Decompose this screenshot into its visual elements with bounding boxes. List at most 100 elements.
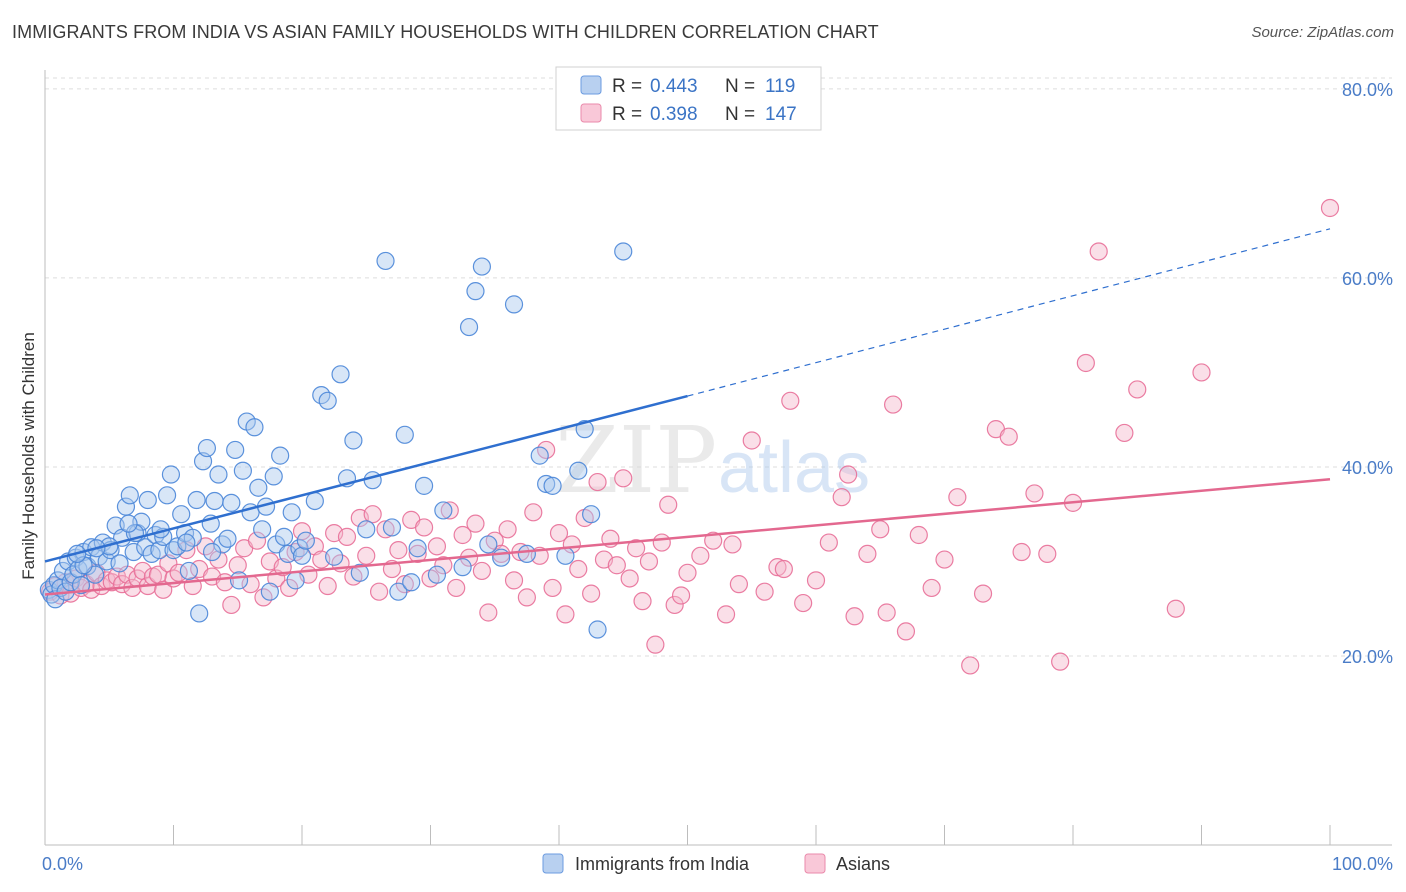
india-point xyxy=(177,533,196,552)
asians-point xyxy=(781,391,800,410)
india-point xyxy=(466,282,485,301)
asians-point xyxy=(877,603,896,622)
asians-point xyxy=(909,525,928,545)
legend-r-value-asians: 0.398 xyxy=(650,104,698,125)
india-point xyxy=(274,527,294,546)
chart-title: IMMIGRANTS FROM INDIA VS ASIAN FAMILY HO… xyxy=(12,22,879,42)
asians-point xyxy=(678,563,697,582)
india-point xyxy=(530,446,549,465)
asians-point xyxy=(607,556,626,575)
asians-point xyxy=(755,582,774,601)
asians-point xyxy=(447,578,466,598)
india-point xyxy=(226,440,245,460)
asians-point xyxy=(614,469,633,488)
asians-point xyxy=(999,427,1018,446)
asians-point xyxy=(569,559,588,579)
asians-point xyxy=(453,525,472,545)
asians-point xyxy=(517,588,536,607)
asians-point xyxy=(716,605,736,624)
asians-point xyxy=(774,559,793,579)
axes xyxy=(44,70,1392,846)
y-tick-label: 40.0% xyxy=(1342,458,1393,478)
legend-n-label-india: N = xyxy=(725,76,755,97)
india-point xyxy=(350,563,369,582)
asians-point xyxy=(652,533,671,552)
legend-label-india: Immigrants from India xyxy=(575,854,750,874)
asians-point xyxy=(794,593,813,613)
india-point xyxy=(588,620,607,639)
asians-point xyxy=(871,520,890,539)
stats-legend: R = 0.443 N = 119 R = 0.398 N = 147 xyxy=(555,66,822,131)
asians-point xyxy=(742,431,761,450)
india-point xyxy=(205,491,224,511)
asians-point xyxy=(1012,542,1031,562)
india-point xyxy=(517,544,536,564)
india-point xyxy=(325,547,344,566)
asians-point xyxy=(1089,242,1108,261)
gridlines xyxy=(45,77,1392,657)
asians-point xyxy=(549,524,569,543)
india-point xyxy=(278,544,297,564)
india-point xyxy=(569,461,588,480)
india-point xyxy=(427,565,447,584)
y-tick-label: 80.0% xyxy=(1342,80,1393,100)
asians-point xyxy=(858,544,877,564)
india-point xyxy=(119,514,138,533)
asians-point xyxy=(395,575,414,594)
legend-n-value-asians: 147 xyxy=(765,104,797,125)
india-point xyxy=(472,257,491,276)
x-tick-label-max: 100.0% xyxy=(1332,854,1393,874)
asians-point xyxy=(1038,544,1057,564)
india-point xyxy=(389,582,408,601)
india-point xyxy=(582,505,601,524)
asians-point xyxy=(357,546,376,565)
source-credit: Source: ZipAtlas.com xyxy=(1251,24,1394,41)
asians-point xyxy=(1320,198,1340,218)
asians-point xyxy=(479,603,498,622)
asians-point xyxy=(1128,380,1147,399)
asians-point xyxy=(671,586,691,605)
india-point xyxy=(318,391,337,410)
bottom-swatch-asians xyxy=(804,853,826,874)
india-point xyxy=(402,573,421,592)
asians-point xyxy=(806,571,826,590)
asians-point xyxy=(498,520,517,539)
india-point xyxy=(245,418,264,437)
asians-point xyxy=(370,582,389,601)
asians-point xyxy=(935,550,954,569)
asians-point xyxy=(832,488,851,507)
india-point xyxy=(136,538,155,557)
india-point xyxy=(556,546,575,565)
india-point xyxy=(209,465,228,484)
india-point xyxy=(363,471,382,490)
asians-point xyxy=(691,546,710,565)
india-point xyxy=(124,542,143,562)
india-point xyxy=(459,317,479,337)
asians-point xyxy=(819,533,838,552)
india-point xyxy=(197,438,217,458)
asians-point xyxy=(318,576,337,596)
india-point xyxy=(434,501,453,520)
india-point xyxy=(213,535,232,554)
watermark-zip: ZIP xyxy=(555,407,717,514)
legend-r-label-asians: R = xyxy=(612,104,642,125)
asians-point xyxy=(1166,599,1185,618)
asians-point xyxy=(845,607,864,626)
series-legend: Immigrants from India Asians xyxy=(542,853,890,874)
asians-point xyxy=(247,531,267,550)
asians-point xyxy=(363,505,382,524)
asians-point xyxy=(389,541,408,560)
india-point xyxy=(110,554,129,573)
india-point xyxy=(187,490,206,510)
asians-point xyxy=(280,578,299,598)
asians-point xyxy=(524,503,543,522)
asians-point xyxy=(427,537,447,556)
asians-point xyxy=(1115,423,1134,443)
asians-point xyxy=(434,556,453,575)
india-point xyxy=(253,520,272,539)
asians-point xyxy=(222,595,241,615)
asians-point xyxy=(1025,484,1044,503)
india-point xyxy=(120,486,139,505)
asians-point xyxy=(543,578,562,598)
asians-point xyxy=(883,395,903,414)
